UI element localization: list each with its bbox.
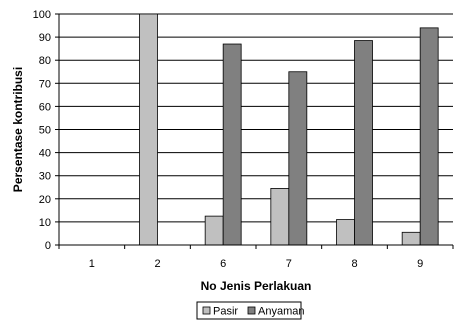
legend: Pasir Anyaman	[196, 301, 304, 320]
bar-pasir-2	[139, 13, 158, 246]
y-tick-labels: 0 10 20 30 40 50 60 70 80 90 100	[33, 9, 51, 252]
bar-anyaman-7	[288, 71, 308, 246]
bar-anyaman-9	[419, 27, 439, 246]
y-tick-label: 60	[39, 101, 51, 113]
bars	[139, 13, 439, 246]
bar-anyaman-8	[354, 40, 373, 246]
x-tick-label: 9	[417, 258, 423, 270]
bar-anyaman-6	[222, 43, 242, 246]
x-tick-label: 1	[89, 258, 95, 270]
gridlines	[59, 13, 453, 223]
y-tick-label: 0	[45, 240, 51, 252]
x-tick-label: 2	[154, 258, 160, 270]
legend-label-anyaman: Anyaman	[258, 306, 304, 318]
legend-label-pasir: Pasir	[213, 306, 238, 318]
x-axis-label: No Jenis Perlakuan	[201, 279, 312, 293]
bar-pasir-7	[270, 188, 290, 246]
y-tick-label: 50	[39, 125, 51, 137]
x-tick-label: 7	[286, 258, 292, 270]
y-axis-label: Persentase kontribusi	[11, 67, 25, 192]
axes	[55, 13, 454, 249]
y-tick-label: 40	[39, 148, 51, 160]
legend-swatch-pasir	[202, 306, 211, 315]
y-tick-label: 20	[39, 194, 51, 206]
y-tick-label: 10	[39, 217, 51, 229]
legend-swatch-anyaman	[247, 306, 256, 315]
y-tick-label: 100	[33, 9, 51, 21]
y-tick-label: 70	[39, 78, 51, 90]
x-tick-label: 8	[351, 258, 357, 270]
y-tick-label: 80	[39, 55, 51, 67]
bar-pasir-8	[336, 219, 355, 246]
x-tick-label: 6	[220, 258, 226, 270]
bar-pasir-9	[401, 231, 421, 246]
y-tick-label: 90	[39, 32, 51, 44]
y-tick-label: 30	[39, 171, 51, 183]
bar-pasir-6	[204, 215, 224, 246]
x-tick-labels: 1 2 6 7 8 9	[89, 258, 423, 270]
